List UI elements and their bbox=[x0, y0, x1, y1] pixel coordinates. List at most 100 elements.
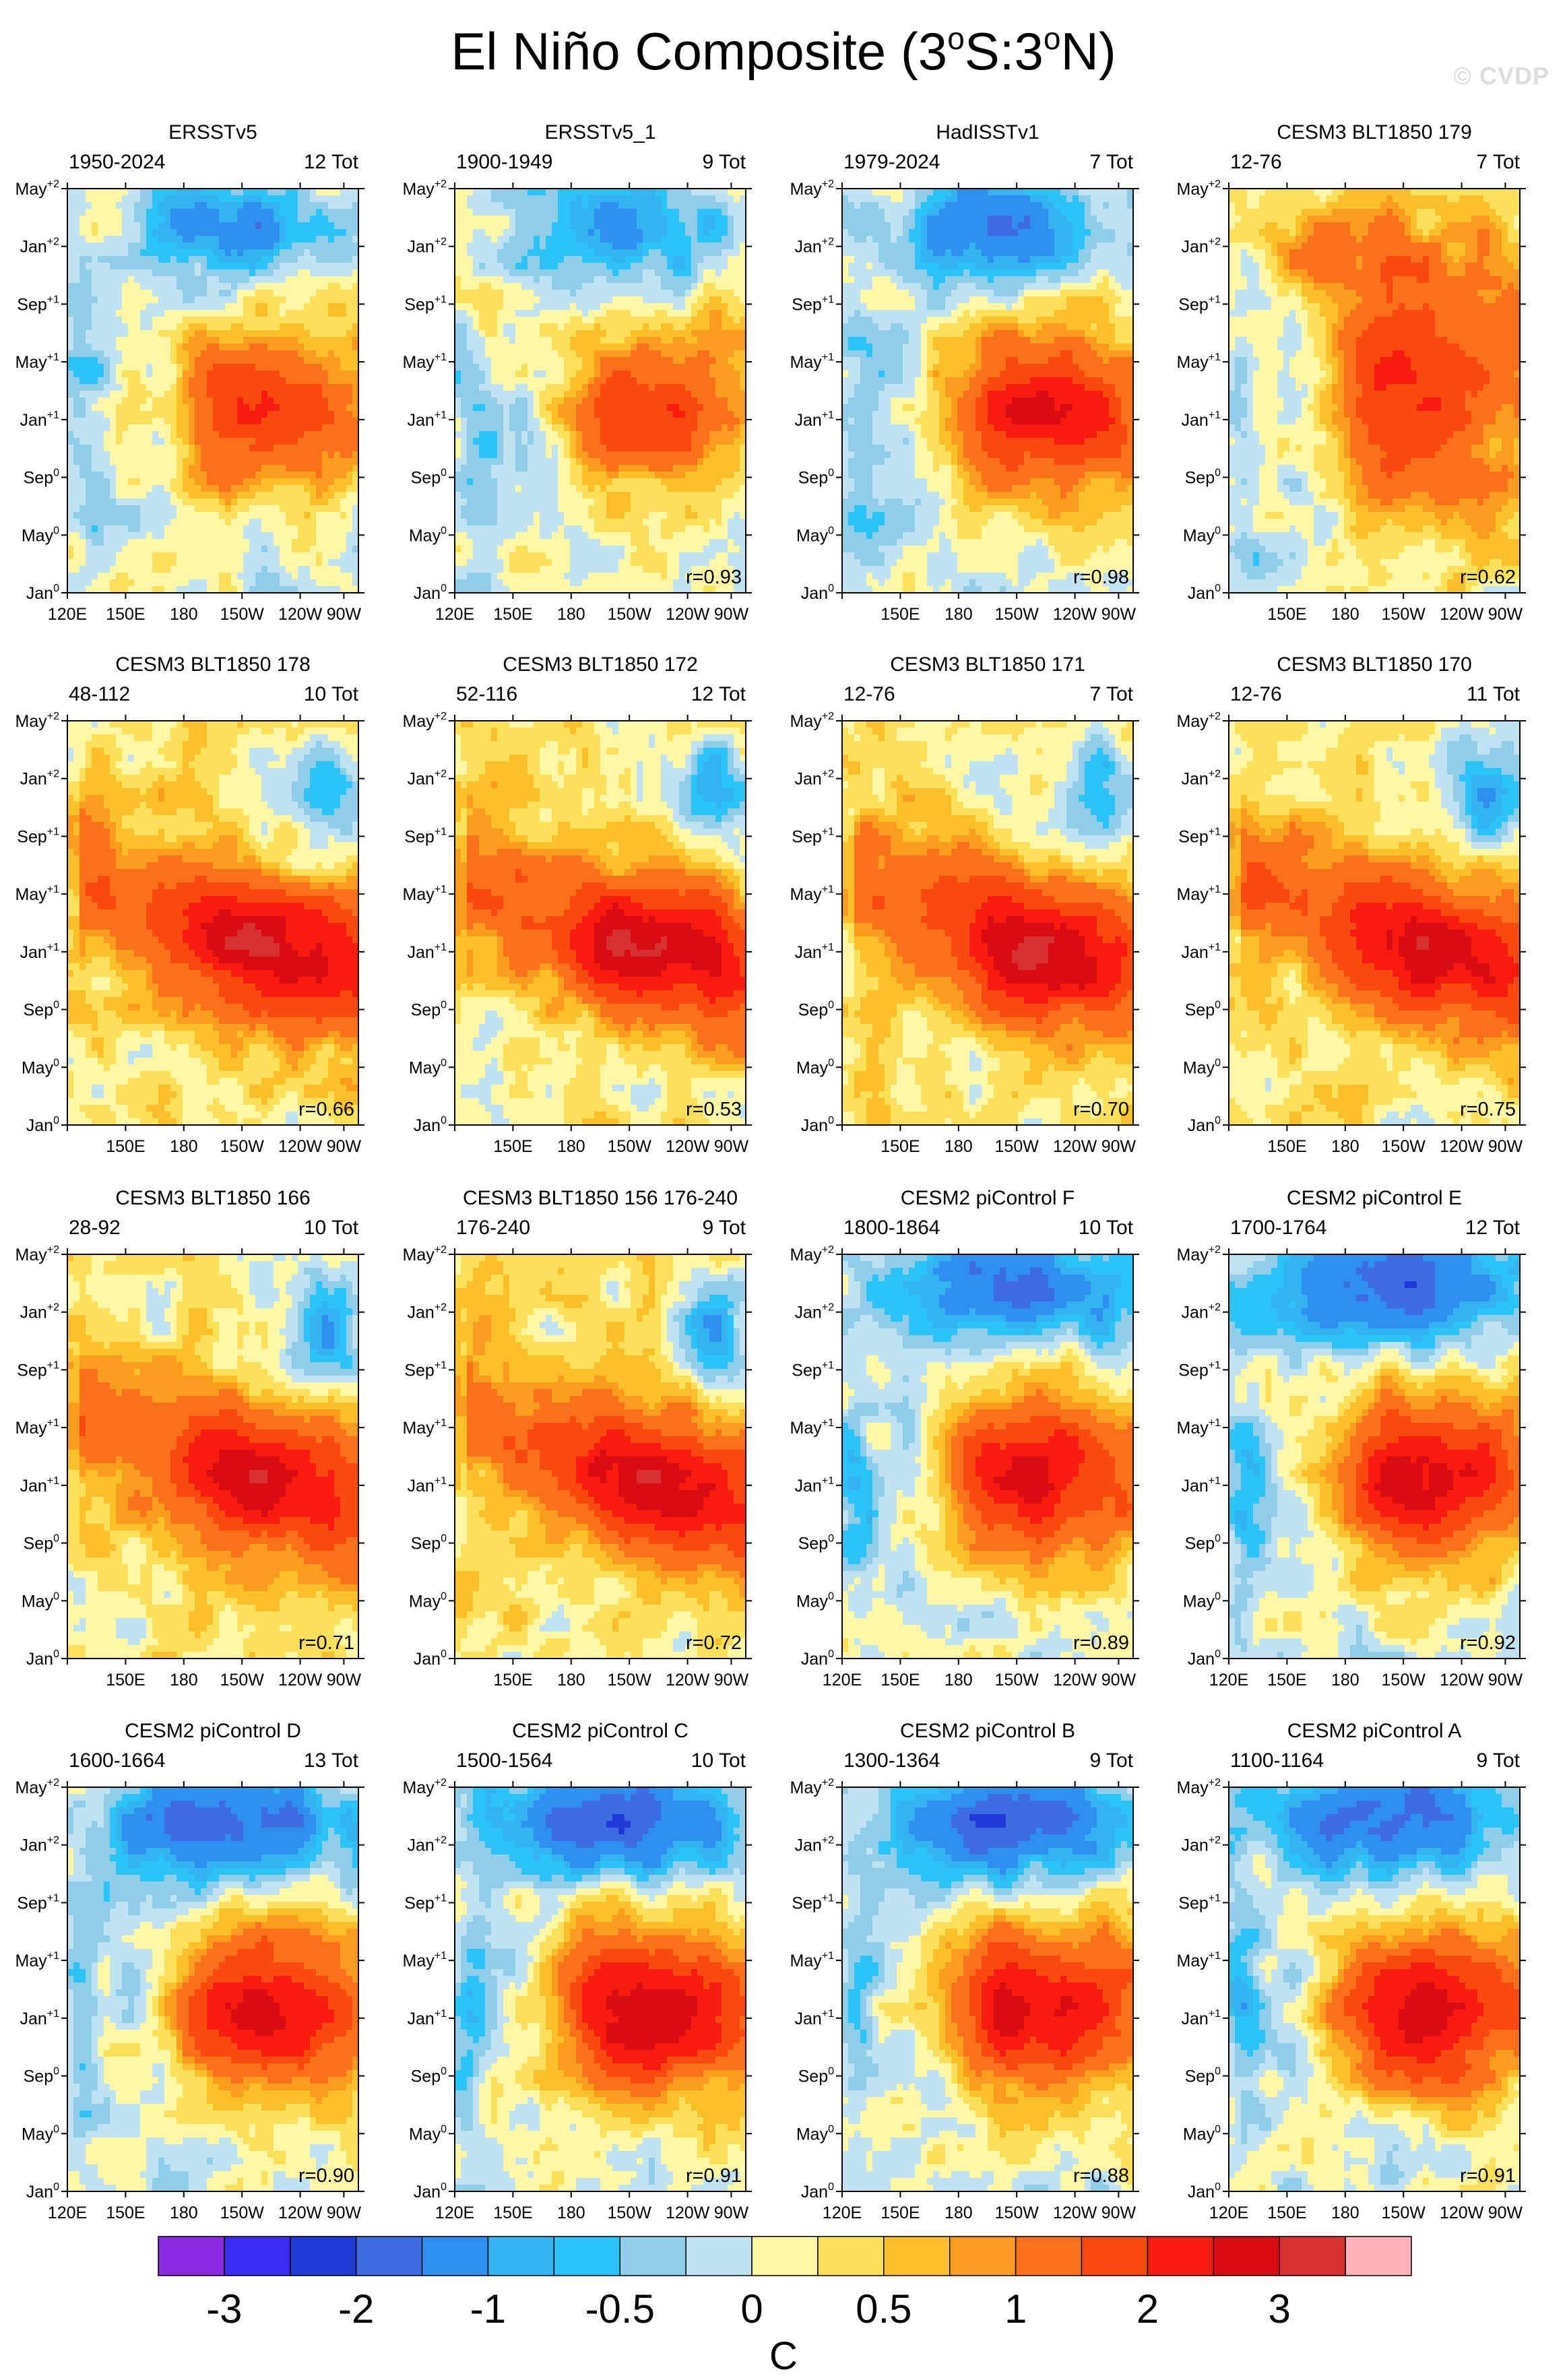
panel-plot: May+2 Jan+2 Sep+1 May+1 Jan+1 Sep0 May0 Jan0 120… bbox=[790, 1777, 1139, 2222]
panel-14: CESM2 piControl C 1500-1564 10 Tot May+2 Jan… bbox=[403, 1720, 793, 2232]
panel-title: ERSSTv5 bbox=[28, 121, 397, 144]
x-tick-label: 150W bbox=[220, 2204, 265, 2222]
panel-years: 12-76 bbox=[843, 683, 895, 706]
panel-9: CESM3 BLT1850 166 28-92 10 Tot May+2 Jan+2 Se… bbox=[15, 1187, 406, 1699]
x-tick-label: 90W bbox=[1101, 1671, 1137, 1690]
x-tick-label: 150W bbox=[995, 1671, 1040, 1690]
x-tick-label: 150W bbox=[220, 1137, 265, 1156]
panel-total: 12 Tot bbox=[224, 151, 358, 174]
colorbar-label: 0.5 bbox=[856, 2286, 912, 2331]
panel-plot: May+2 Jan+2 Sep+1 May+1 Jan+1 Sep0 May0 Jan0 150… bbox=[403, 1244, 752, 1690]
heatmap-cells bbox=[67, 1787, 359, 2192]
x-tick-label: 90W bbox=[1488, 2204, 1523, 2222]
correlation-label: r=0.71 bbox=[298, 1632, 354, 1654]
panel-plot: May+2 Jan+2 Sep+1 May+1 Jan+1 Sep0 May0 Jan0 120… bbox=[403, 1777, 752, 2222]
plot-frame bbox=[841, 188, 1134, 593]
y-tick-label: Jan+1 bbox=[794, 1475, 834, 1495]
x-tick-label: 150W bbox=[995, 2204, 1040, 2222]
y-tick-label: May0 bbox=[796, 2123, 834, 2144]
y-tick-label: Sep0 bbox=[1185, 1000, 1221, 1020]
y-tick-label: May+2 bbox=[1177, 711, 1221, 731]
y-tick-label: Sep+1 bbox=[792, 1359, 834, 1380]
panel-years: 1100-1164 bbox=[1230, 1749, 1324, 1772]
panel-title: CESM3 BLT1850 166 bbox=[28, 1187, 397, 1210]
y-tick-label: May+2 bbox=[790, 711, 835, 731]
y-tick-label: Sep0 bbox=[1185, 468, 1221, 488]
plot-frame bbox=[841, 1254, 1134, 1659]
y-tick-label: Jan+1 bbox=[407, 942, 447, 962]
y-tick-label: Jan+1 bbox=[794, 942, 834, 962]
heatmap-cells bbox=[842, 721, 1134, 1126]
panel-years: 1900-1949 bbox=[456, 151, 552, 174]
x-tick-label: 150W bbox=[220, 1671, 265, 1690]
panel-years: 48-112 bbox=[69, 683, 130, 706]
y-tick-label: Jan0 bbox=[26, 583, 59, 603]
y-tick-label: Jan0 bbox=[26, 1648, 59, 1669]
y-tick-label: May+1 bbox=[15, 1950, 60, 1970]
x-tick-label: 150W bbox=[995, 1137, 1040, 1156]
x-tick-label: 120W bbox=[666, 1137, 710, 1156]
x-tick-label: 150E bbox=[1267, 605, 1306, 624]
x-tick-label: 120W bbox=[278, 2204, 323, 2222]
colorbar-label: 2 bbox=[1137, 2286, 1159, 2331]
y-tick-label: Jan+1 bbox=[1181, 410, 1221, 430]
heatmap-cells bbox=[1229, 189, 1521, 593]
correlation-label: r=0.93 bbox=[686, 567, 742, 588]
y-tick-label: May0 bbox=[1183, 1590, 1221, 1611]
x-tick-label: 180 bbox=[945, 1137, 973, 1156]
x-tick-label: 90W bbox=[714, 1671, 749, 1690]
y-tick-label: May+2 bbox=[403, 1777, 447, 1797]
y-tick-label: Sep+1 bbox=[17, 1892, 59, 1912]
panel-title: CESM2 piControl B bbox=[803, 1720, 1172, 1743]
y-tick-label: May0 bbox=[409, 1590, 447, 1611]
x-tick-label: 150E bbox=[881, 605, 920, 624]
y-tick-label: Sep0 bbox=[411, 468, 447, 488]
x-tick-label: 120W bbox=[666, 1671, 710, 1690]
y-tick-label: Jan+1 bbox=[407, 410, 447, 430]
y-tick-label: Sep+1 bbox=[404, 826, 447, 846]
y-tick-label: May0 bbox=[22, 1057, 59, 1077]
panel-plot: May+2 Jan+2 Sep+1 May+1 Jan+1 Sep0 May0 Jan0 150… bbox=[1177, 179, 1526, 624]
plot-frame bbox=[67, 720, 359, 1126]
x-tick-label: 180 bbox=[557, 1137, 585, 1156]
y-tick-label: May+1 bbox=[15, 1417, 60, 1438]
y-tick-label: Jan+1 bbox=[20, 2008, 59, 2028]
y-tick-label: Jan+1 bbox=[1181, 2008, 1221, 2028]
x-tick-label: 150W bbox=[608, 1137, 652, 1156]
cvdp-watermark: © CVDP bbox=[1453, 62, 1549, 90]
y-tick-label: Jan0 bbox=[1188, 583, 1221, 603]
x-tick-label: 180 bbox=[170, 2204, 198, 2222]
x-tick-label: 90W bbox=[1101, 1137, 1137, 1156]
panel-total: 12 Tot bbox=[611, 683, 746, 706]
y-tick-label: May0 bbox=[22, 525, 59, 545]
panel-years: 1600-1664 bbox=[69, 1749, 165, 1772]
y-tick-label: May0 bbox=[22, 2123, 59, 2144]
y-tick-label: Sep+1 bbox=[17, 826, 59, 846]
y-tick-label: Jan+2 bbox=[1181, 769, 1221, 789]
x-tick-label: 90W bbox=[1488, 1671, 1523, 1690]
panel-years: 1700-1764 bbox=[1230, 1217, 1326, 1240]
y-tick-label: May+1 bbox=[1177, 1950, 1221, 1970]
y-tick-label: May+2 bbox=[15, 1777, 60, 1797]
correlation-label: r=0.89 bbox=[1073, 1632, 1129, 1654]
correlation-label: r=0.92 bbox=[1460, 1632, 1516, 1654]
panel-title: CESM3 BLT1850 171 bbox=[803, 653, 1172, 676]
y-tick-label: May+1 bbox=[15, 884, 60, 904]
plot-frame bbox=[841, 1787, 1134, 2192]
panel-plot: May+2 Jan+2 Sep+1 May+1 Jan+1 Sep0 May0 Jan0 120… bbox=[15, 1777, 364, 2222]
x-tick-label: 150W bbox=[995, 605, 1040, 624]
panel-years: 1950-2024 bbox=[69, 151, 165, 174]
y-tick-label: Sep+1 bbox=[1178, 294, 1221, 314]
x-tick-label: 90W bbox=[714, 605, 749, 624]
y-tick-label: May+2 bbox=[790, 1777, 835, 1797]
panel-2: ERSSTv5_1 1900-1949 9 Tot May+2 Jan+2 Sep+1 Ma… bbox=[403, 121, 793, 633]
correlation-label: r=0.88 bbox=[1073, 2165, 1129, 2187]
x-tick-label: 150E bbox=[1267, 2204, 1306, 2222]
y-tick-label: May0 bbox=[22, 1590, 59, 1611]
x-tick-label: 150E bbox=[106, 605, 145, 624]
y-tick-label: Sep0 bbox=[798, 2066, 834, 2086]
panel-plot: May+2 Jan+2 Sep+1 May+1 Jan+1 Sep0 May0 Jan0 150… bbox=[15, 711, 364, 1156]
plot-frame bbox=[1228, 720, 1521, 1126]
panel-title: CESM3 BLT1850 178 bbox=[28, 653, 397, 676]
panel-years: 1979-2024 bbox=[843, 151, 940, 174]
